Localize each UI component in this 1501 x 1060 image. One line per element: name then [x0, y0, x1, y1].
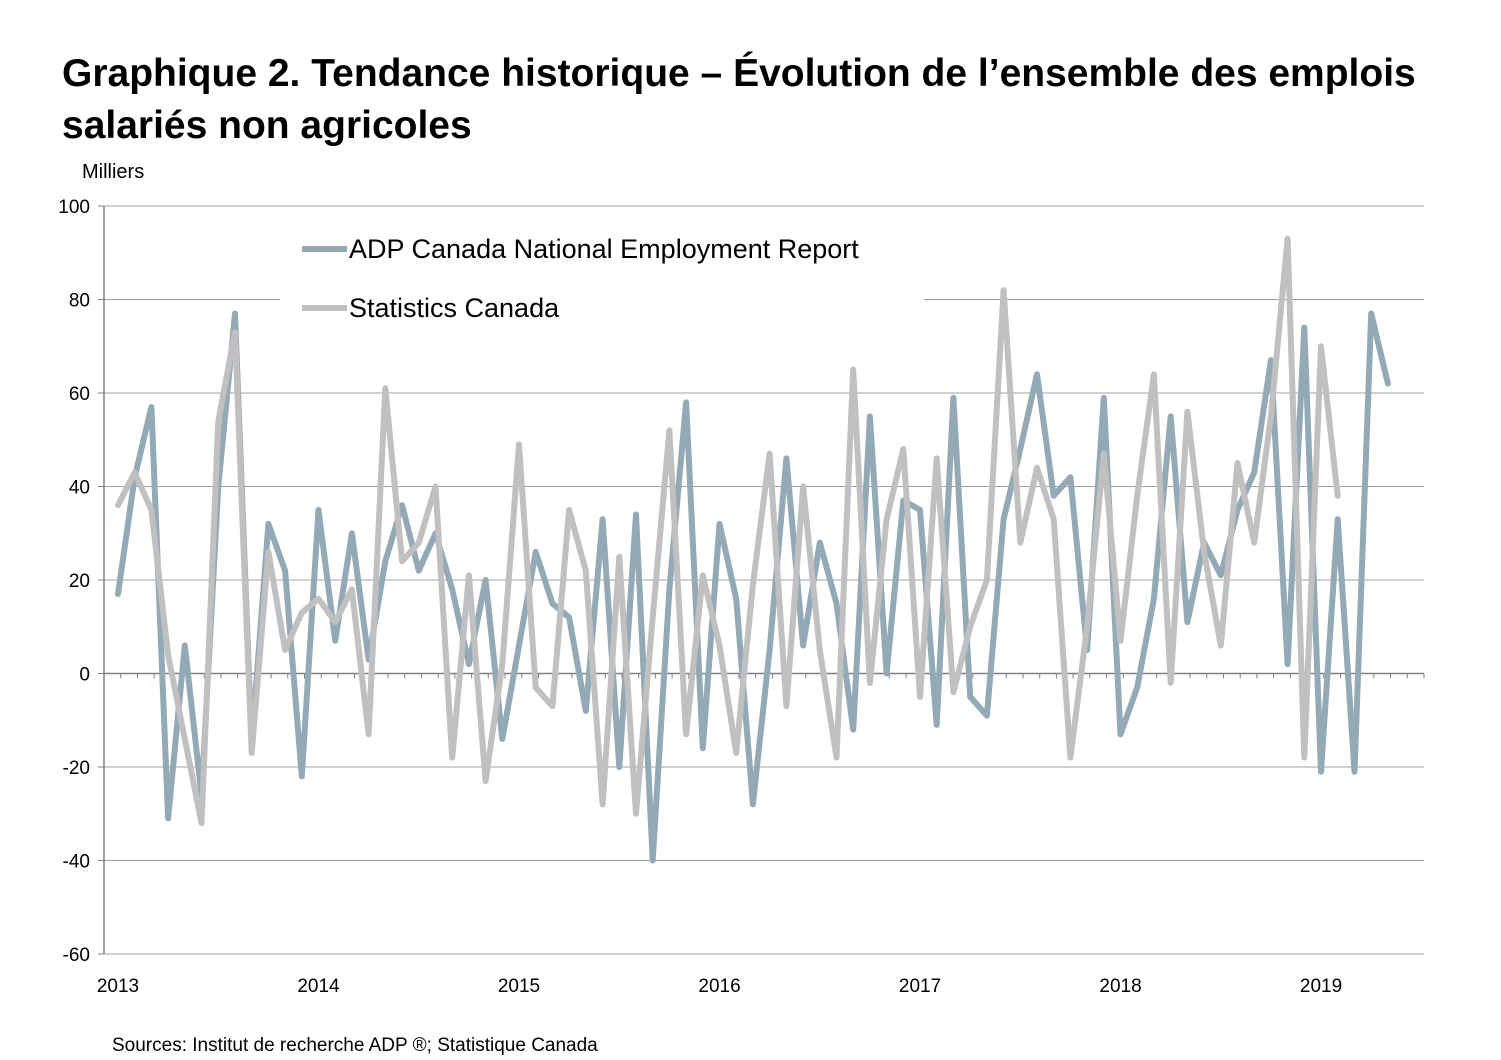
legend: ADP Canada National Employment Report St… — [280, 222, 924, 336]
y-tick-label: -20 — [63, 758, 90, 779]
y-tick-label: 40 — [69, 478, 90, 499]
y-tick-label: 100 — [58, 197, 90, 218]
legend-label-statcan: Statistics Canada — [349, 293, 560, 323]
source-note: Sources: Institut de recherche ADP ®; St… — [112, 1035, 598, 1056]
axes: 100 80 60 40 20 0 -20 -40 -60 2013 2014 2015 2016 201… — [58, 197, 1425, 997]
x-tick-label: 2015 — [498, 976, 540, 997]
legend-label-adp: ADP Canada National Employment Report — [349, 234, 859, 264]
x-tick-label: 2013 — [97, 976, 139, 997]
series-lines — [115, 235, 1391, 864]
y-tick-label: -60 — [63, 945, 90, 966]
series-line-statcan — [115, 235, 1341, 827]
chart-title: Graphique 2. Tendance historique – Évolu… — [62, 52, 1416, 147]
x-tick-label: 2019 — [1300, 976, 1342, 997]
y-axis-unit-label: Milliers — [82, 161, 145, 183]
y-tick-label: 80 — [69, 291, 90, 312]
y-tick-label: 0 — [79, 665, 90, 686]
y-tick-label: 20 — [69, 571, 90, 592]
y-tick-label: 60 — [69, 384, 90, 405]
y-tick-label: -40 — [63, 852, 90, 873]
series-line-adp — [115, 310, 1391, 864]
x-tick-label: 2016 — [698, 976, 740, 997]
x-tick-label: 2018 — [1099, 976, 1141, 997]
legend-background — [280, 222, 924, 336]
x-tick-label: 2017 — [899, 976, 941, 997]
x-tick-label: 2014 — [297, 976, 340, 997]
